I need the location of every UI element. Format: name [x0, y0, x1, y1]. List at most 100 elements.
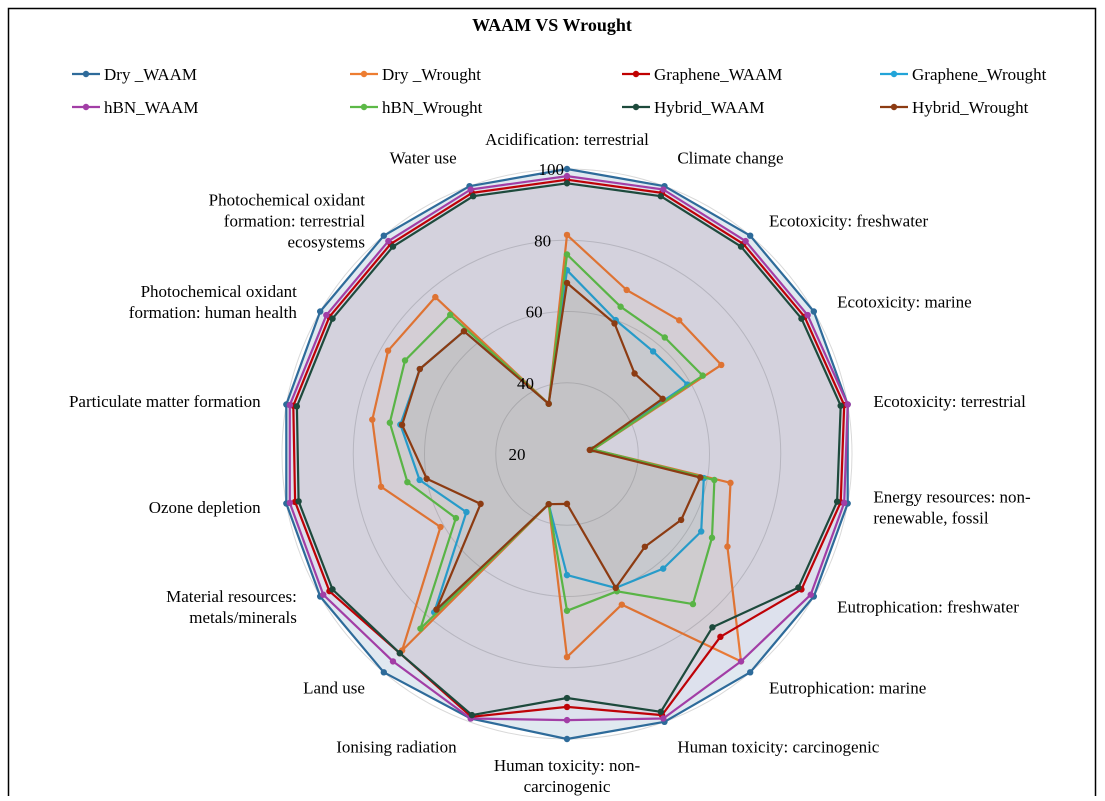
series-point — [563, 172, 571, 180]
series-point — [563, 180, 571, 187]
category-label: Ecotoxicity: terrestrial — [873, 392, 1026, 411]
series-point — [293, 403, 301, 410]
r-tick-label: 80 — [534, 231, 551, 250]
series-point — [563, 231, 571, 239]
legend-swatch-marker — [82, 70, 90, 78]
series-point — [398, 421, 406, 429]
category-label: Material resources: metals/minerals — [166, 587, 297, 627]
series-point — [795, 584, 802, 591]
series-point — [385, 237, 392, 245]
series-point — [631, 370, 638, 377]
series-point — [404, 478, 411, 486]
series-point — [718, 361, 725, 369]
series-point — [746, 669, 754, 676]
series-point — [727, 479, 734, 487]
category-label: Land use — [303, 679, 365, 698]
chart-title: WAAM VS Wrought — [472, 15, 632, 35]
series-point — [649, 348, 657, 355]
series-point — [433, 606, 440, 613]
series-point — [724, 543, 731, 550]
series-point — [660, 715, 667, 722]
series-point — [563, 571, 571, 579]
series-point — [467, 186, 474, 193]
series-point — [463, 508, 470, 516]
series-point — [416, 476, 423, 484]
r-tick-label: 100 — [538, 160, 564, 179]
series-point — [389, 243, 397, 250]
category-label: Particulate matter formation — [69, 392, 261, 411]
series-point — [417, 625, 424, 632]
legend-label: Hybrid_WAAM — [654, 98, 765, 117]
series-point — [460, 327, 468, 335]
series-point — [810, 308, 818, 315]
series-point — [329, 315, 336, 322]
series-point — [689, 600, 697, 608]
chart-frame — [7, 7, 1097, 801]
category-label: Ozone depletion — [149, 498, 261, 517]
category-label: Ecotoxicity: marine — [837, 293, 972, 312]
series-point — [377, 483, 385, 490]
series-point — [657, 193, 665, 200]
r-tick-label: 60 — [526, 303, 543, 322]
grid-ring — [495, 382, 639, 526]
category-label: Energy resources: non-renewable, fossil — [873, 487, 1031, 527]
series-point — [563, 165, 571, 173]
category-label: Eutrophication: marine — [769, 679, 926, 698]
series-point — [386, 419, 394, 426]
series-point — [698, 528, 705, 535]
series-point — [699, 372, 706, 379]
r-tick-label: 40 — [517, 374, 534, 393]
legend-label: Hybrid_Wrought — [912, 98, 1029, 117]
series-point — [316, 308, 324, 315]
legend-swatch-marker — [82, 103, 90, 111]
category-label: Ionising radiation — [336, 738, 457, 757]
series-point — [563, 735, 571, 743]
legend: Dry _WAAM Dry _Wrought Graphene_WAAM Graphe… — [72, 65, 1047, 117]
series-point — [837, 402, 844, 409]
series-point — [423, 475, 430, 482]
series-point — [709, 624, 716, 631]
series-point — [396, 650, 404, 657]
series-point — [477, 500, 484, 508]
category-label: Human toxicity: non-carcinogenic — [494, 756, 641, 796]
series-point — [586, 446, 594, 454]
series-point — [563, 716, 571, 724]
series-point — [286, 401, 294, 409]
legend-swatch-marker — [632, 103, 640, 111]
series-point — [623, 286, 630, 294]
series-point — [329, 586, 336, 593]
category-label: Eutrophication: freshwater — [837, 598, 1019, 617]
legend-swatch-marker — [360, 70, 368, 78]
legend-label: hBN_Wrought — [382, 98, 483, 117]
series-point — [563, 694, 571, 702]
legend-swatch-marker — [890, 70, 898, 78]
series-point — [807, 591, 814, 598]
legend-swatch-marker — [632, 70, 640, 78]
series-point — [660, 186, 667, 193]
series-point — [737, 243, 745, 250]
series-point — [657, 708, 665, 715]
legend-label: Dry _Wrought — [382, 65, 481, 84]
category-label: Ecotoxicity: freshwater — [769, 211, 928, 230]
series-point — [563, 251, 571, 258]
r-tick-label: 20 — [509, 445, 526, 464]
series-point — [742, 237, 749, 245]
category-label: Acidification: terrestrial — [485, 130, 649, 149]
series-point — [676, 317, 683, 324]
series-point — [432, 293, 439, 301]
legend-swatch-marker — [360, 103, 368, 111]
series-point — [798, 315, 805, 322]
series-point — [416, 365, 424, 373]
series-point — [437, 523, 444, 531]
series-point — [708, 534, 716, 541]
series-point — [677, 516, 685, 524]
series-point — [617, 303, 624, 310]
series-point — [804, 311, 811, 319]
labels: 20 40 60 80 100 Acidification: terrestrial Cli… — [69, 130, 1031, 796]
series-point — [844, 401, 851, 408]
grid-ring — [424, 311, 710, 597]
series-point — [659, 395, 666, 402]
legend-label: Graphene_WAAM — [654, 65, 782, 84]
series-point — [717, 633, 724, 641]
